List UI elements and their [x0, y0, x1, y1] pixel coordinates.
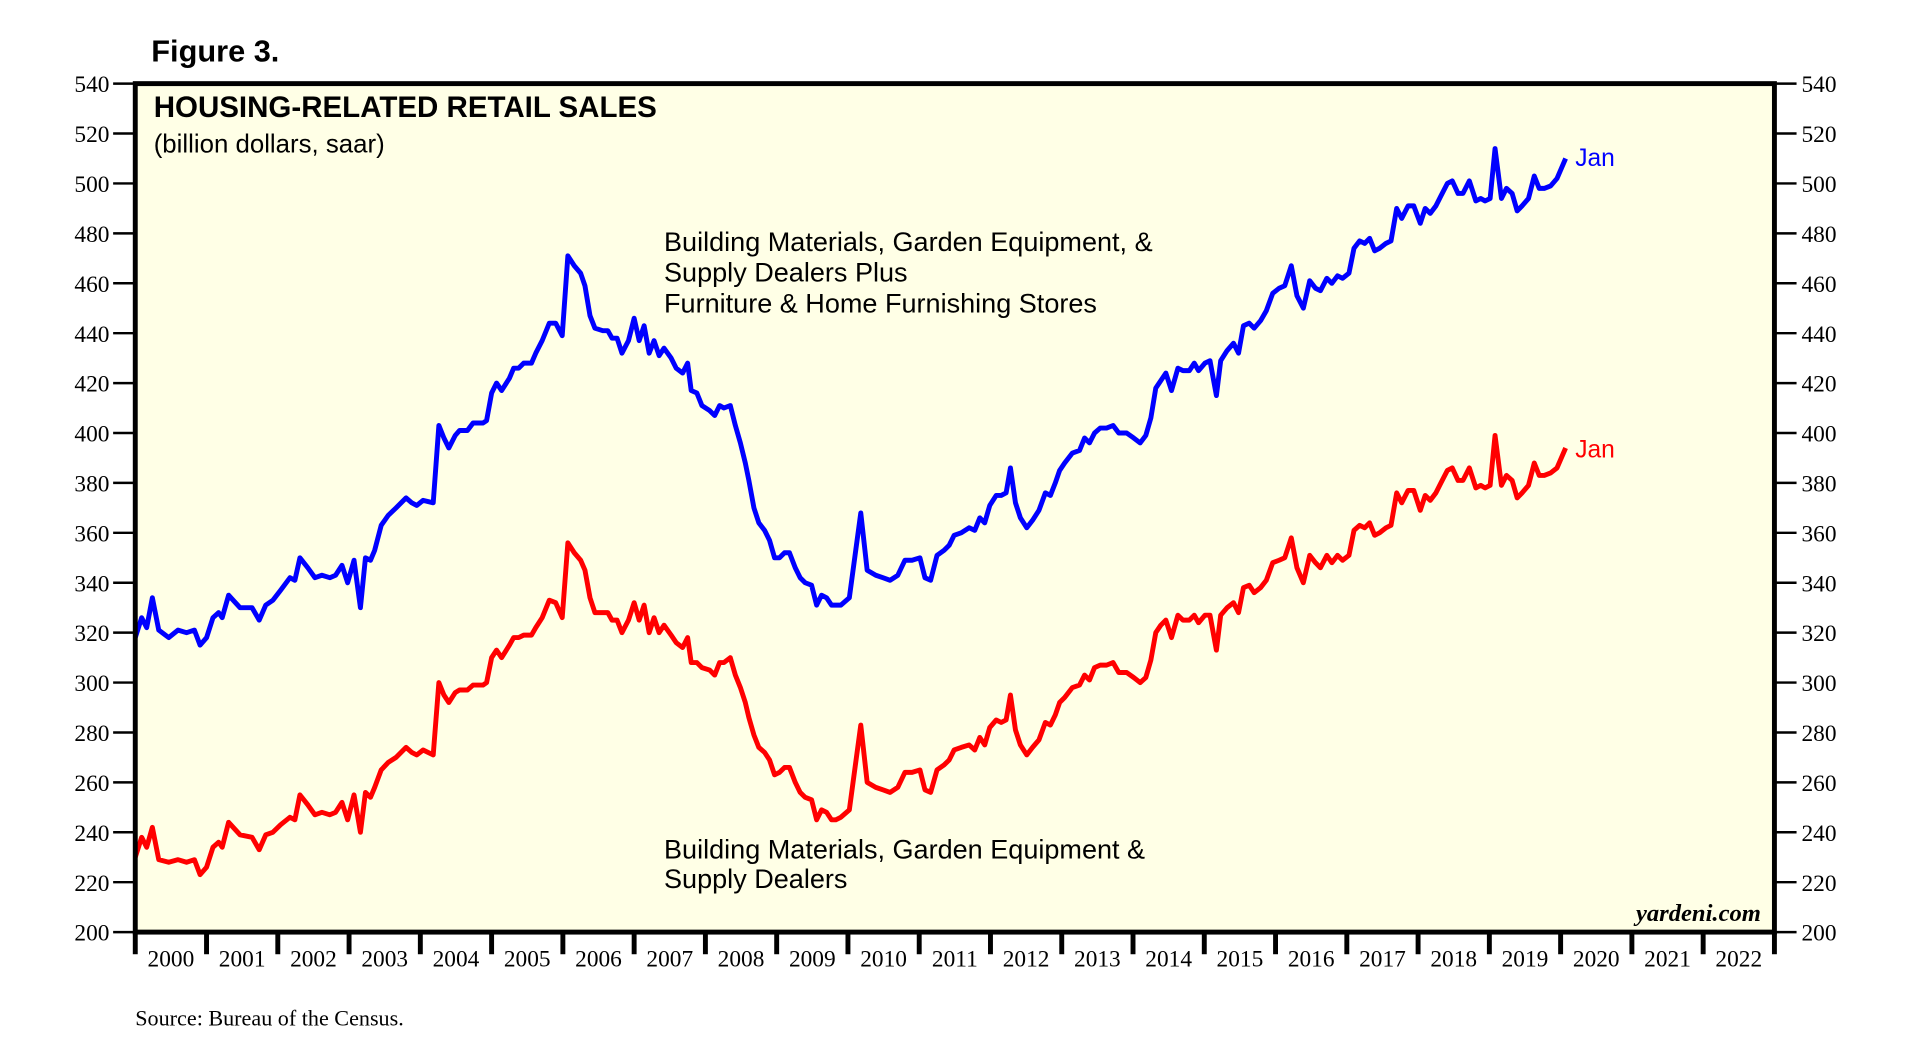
x-tick-label: 2013	[1074, 947, 1121, 973]
x-tick-label: 2005	[504, 947, 551, 973]
blue-series-label-line: Building Materials, Garden Equipment, &	[664, 227, 1153, 257]
y-tick-label-right: 380	[1801, 472, 1836, 498]
red-end-label: Jan	[1575, 436, 1615, 463]
x-tick-label: 2021	[1644, 947, 1691, 973]
y-tick-label-left: 380	[74, 472, 109, 498]
y-tick-label-right: 360	[1801, 521, 1836, 547]
x-axis: 2000 2001 2002 2003 2004 2005 2006 2007 2008 2009…	[132, 932, 1777, 973]
x-tick-label: 2015	[1217, 947, 1264, 973]
y-tick-label-left: 240	[74, 821, 109, 847]
x-tick-label: 2001	[219, 947, 266, 973]
x-tick-label: 2004	[433, 947, 480, 973]
red-series-label-line: Supply Dealers	[664, 864, 847, 894]
y-tick-label-left: 200	[74, 921, 109, 947]
plot-frame	[132, 81, 1777, 935]
y-tick-label-left: 300	[74, 671, 109, 697]
x-tick-label: 2016	[1288, 947, 1335, 973]
red-series-line	[132, 432, 1568, 878]
figure-label: Figure 3.	[151, 33, 279, 68]
y-tick-label-right: 200	[1801, 921, 1836, 947]
plot-area	[135, 83, 1775, 933]
y-tick-label-left: 260	[74, 771, 109, 797]
y-tick-label-right: 480	[1801, 222, 1836, 248]
chart-title: HOUSING-RELATED RETAIL SALES	[154, 91, 657, 124]
watermark: yardeni.com	[1633, 900, 1761, 927]
y-tick-label-right: 400	[1801, 422, 1836, 448]
x-tick-label: 2002	[290, 947, 337, 973]
x-tick-label: 2011	[932, 947, 978, 973]
y-tick-label-left: 420	[74, 372, 109, 398]
x-tick-label: 2007	[646, 947, 693, 973]
y-tick-label-right: 460	[1801, 272, 1836, 298]
y-axis-left: 200 220 240 260 280 300 320 340 360 380 400 420 440 4…	[74, 72, 136, 947]
y-tick-label-left: 520	[74, 122, 109, 148]
red-series-label: Building Materials, Garden Equipment & S…	[664, 834, 1145, 894]
source-note: Source: Bureau of the Census.	[135, 1006, 404, 1031]
y-tick-label-left: 540	[74, 72, 109, 98]
y-tick-label-right: 260	[1801, 771, 1836, 797]
y-tick-label-left: 440	[74, 322, 109, 348]
y-tick-label-left: 320	[74, 621, 109, 647]
x-tick-label: 2018	[1430, 947, 1477, 973]
blue-series-label: Building Materials, Garden Equipment, & …	[664, 227, 1153, 318]
x-tick-label: 2012	[1003, 947, 1050, 973]
blue-series-line	[132, 146, 1568, 648]
x-tick-label: 2020	[1573, 947, 1620, 973]
x-tick-label: 2008	[718, 947, 765, 973]
x-tick-label: 2014	[1145, 947, 1192, 973]
chart-subtitle: (billion dollars, saar)	[154, 130, 385, 158]
y-tick-label-left: 480	[74, 222, 109, 248]
y-tick-label-right: 540	[1801, 72, 1836, 98]
blue-end-label: Jan	[1575, 145, 1615, 172]
y-tick-label-right: 300	[1801, 671, 1836, 697]
y-tick-label-left: 460	[74, 272, 109, 298]
x-tick-label: 2006	[575, 947, 622, 973]
y-axis-right: 200 220 240 260 280 300 320 340 360 380 400 420 440 4…	[1774, 72, 1837, 947]
y-tick-label-right: 340	[1801, 571, 1836, 597]
y-tick-label-left: 500	[74, 172, 109, 198]
series-lines	[132, 146, 1568, 878]
x-tick-label: 2022	[1715, 947, 1762, 973]
y-tick-label-right: 440	[1801, 322, 1836, 348]
y-tick-label-left: 360	[74, 521, 109, 547]
x-tick-label: 2019	[1502, 947, 1549, 973]
blue-series-label-line: Furniture & Home Furnishing Stores	[664, 288, 1097, 318]
y-tick-label-right: 320	[1801, 621, 1836, 647]
y-tick-label-right: 220	[1801, 871, 1836, 897]
y-tick-label-right: 520	[1801, 122, 1836, 148]
y-tick-label-right: 420	[1801, 372, 1836, 398]
blue-series-label-line: Supply Dealers Plus	[664, 258, 908, 288]
y-tick-label-left: 400	[74, 422, 109, 448]
y-tick-label-left: 220	[74, 871, 109, 897]
x-tick-label: 2003	[361, 947, 408, 973]
red-series-label-line: Building Materials, Garden Equipment &	[664, 834, 1145, 864]
x-tick-label: 2017	[1359, 947, 1406, 973]
x-tick-label: 2000	[148, 947, 195, 973]
x-tick-label: 2009	[789, 947, 836, 973]
y-tick-label-right: 280	[1801, 721, 1836, 747]
x-tick-label: 2010	[860, 947, 907, 973]
y-tick-label-right: 240	[1801, 821, 1836, 847]
y-tick-label-left: 280	[74, 721, 109, 747]
y-tick-label-left: 340	[74, 571, 109, 597]
y-tick-label-right: 500	[1801, 172, 1836, 198]
